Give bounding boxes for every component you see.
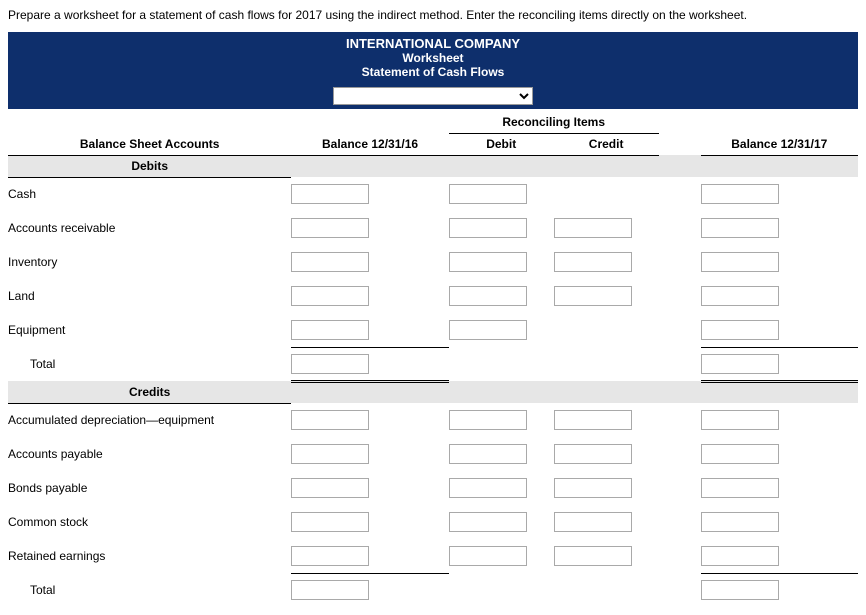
label-ar: Accounts receivable [8, 211, 291, 245]
accdep-bal-end[interactable] [701, 410, 779, 430]
worksheet-header: INTERNATIONAL COMPANY Worksheet Statemen… [8, 32, 858, 85]
section-debits-label: Debits [8, 155, 291, 177]
cash-bal-end[interactable] [701, 184, 779, 204]
ar-bal-end[interactable] [701, 218, 779, 238]
bonds-credit[interactable] [554, 478, 632, 498]
header-row-2: Balance Sheet Accounts Balance 12/31/16 … [8, 133, 858, 155]
col-credit: Credit [554, 133, 659, 155]
inventory-credit[interactable] [554, 252, 632, 272]
section-debits: Debits [8, 155, 858, 177]
cstock-debit[interactable] [449, 512, 527, 532]
cstock-bal-begin[interactable] [291, 512, 369, 532]
total-credits-bal-end[interactable] [701, 580, 779, 600]
worksheet-subtitle: Statement of Cash Flows [8, 65, 858, 79]
header-row-1: Reconciling Items [8, 111, 858, 133]
label-total-debits: Total [8, 347, 291, 381]
retearn-credit[interactable] [554, 546, 632, 566]
ap-bal-begin[interactable] [291, 444, 369, 464]
row-retearn: Retained earnings [8, 539, 858, 573]
ar-bal-begin[interactable] [291, 218, 369, 238]
equipment-debit[interactable] [449, 320, 527, 340]
row-ar: Accounts receivable [8, 211, 858, 245]
instruction-text: Prepare a worksheet for a statement of c… [8, 8, 858, 22]
equipment-bal-end[interactable] [701, 320, 779, 340]
col-reconciling: Reconciling Items [449, 111, 659, 133]
label-land: Land [8, 279, 291, 313]
col-bal-end: Balance 12/31/17 [701, 133, 858, 155]
label-cash: Cash [8, 177, 291, 211]
total-credits-bal-begin[interactable] [291, 580, 369, 600]
label-accdep: Accumulated depreciation—equipment [8, 403, 291, 437]
cash-debit[interactable] [449, 184, 527, 204]
bonds-bal-end[interactable] [701, 478, 779, 498]
land-credit[interactable] [554, 286, 632, 306]
row-ap: Accounts payable [8, 437, 858, 471]
retearn-debit[interactable] [449, 546, 527, 566]
accdep-credit[interactable] [554, 410, 632, 430]
section-credits-label: Credits [8, 381, 291, 403]
label-bonds: Bonds payable [8, 471, 291, 505]
inventory-bal-end[interactable] [701, 252, 779, 272]
period-select[interactable] [333, 87, 533, 105]
equipment-bal-begin[interactable] [291, 320, 369, 340]
ap-bal-end[interactable] [701, 444, 779, 464]
cstock-bal-end[interactable] [701, 512, 779, 532]
col-bal-begin: Balance 12/31/16 [291, 133, 448, 155]
row-cstock: Common stock [8, 505, 858, 539]
accdep-bal-begin[interactable] [291, 410, 369, 430]
inventory-debit[interactable] [449, 252, 527, 272]
ar-debit[interactable] [449, 218, 527, 238]
ap-credit[interactable] [554, 444, 632, 464]
row-equipment: Equipment [8, 313, 858, 347]
cstock-credit[interactable] [554, 512, 632, 532]
cash-bal-begin[interactable] [291, 184, 369, 204]
col-debit: Debit [449, 133, 554, 155]
row-bonds: Bonds payable [8, 471, 858, 505]
row-total-debits: Total [8, 347, 858, 381]
worksheet-table: Reconciling Items Balance Sheet Accounts… [8, 111, 858, 607]
label-retearn: Retained earnings [8, 539, 291, 573]
company-name: INTERNATIONAL COMPANY [8, 36, 858, 51]
row-accdep: Accumulated depreciation—equipment [8, 403, 858, 437]
dropdown-band [8, 85, 858, 109]
bonds-debit[interactable] [449, 478, 527, 498]
row-land: Land [8, 279, 858, 313]
label-ap: Accounts payable [8, 437, 291, 471]
row-total-credits: Total [8, 573, 858, 607]
ap-debit[interactable] [449, 444, 527, 464]
worksheet-title: Worksheet [8, 51, 858, 65]
row-inventory: Inventory [8, 245, 858, 279]
accdep-debit[interactable] [449, 410, 527, 430]
label-inventory: Inventory [8, 245, 291, 279]
row-cash: Cash [8, 177, 858, 211]
retearn-bal-end[interactable] [701, 546, 779, 566]
label-cstock: Common stock [8, 505, 291, 539]
label-total-credits: Total [8, 573, 291, 607]
total-debits-bal-begin[interactable] [291, 354, 369, 374]
inventory-bal-begin[interactable] [291, 252, 369, 272]
ar-credit[interactable] [554, 218, 632, 238]
land-bal-end[interactable] [701, 286, 779, 306]
land-bal-begin[interactable] [291, 286, 369, 306]
col-accounts: Balance Sheet Accounts [8, 133, 291, 155]
section-credits: Credits [8, 381, 858, 403]
label-equipment: Equipment [8, 313, 291, 347]
land-debit[interactable] [449, 286, 527, 306]
retearn-bal-begin[interactable] [291, 546, 369, 566]
bonds-bal-begin[interactable] [291, 478, 369, 498]
total-debits-bal-end[interactable] [701, 354, 779, 374]
